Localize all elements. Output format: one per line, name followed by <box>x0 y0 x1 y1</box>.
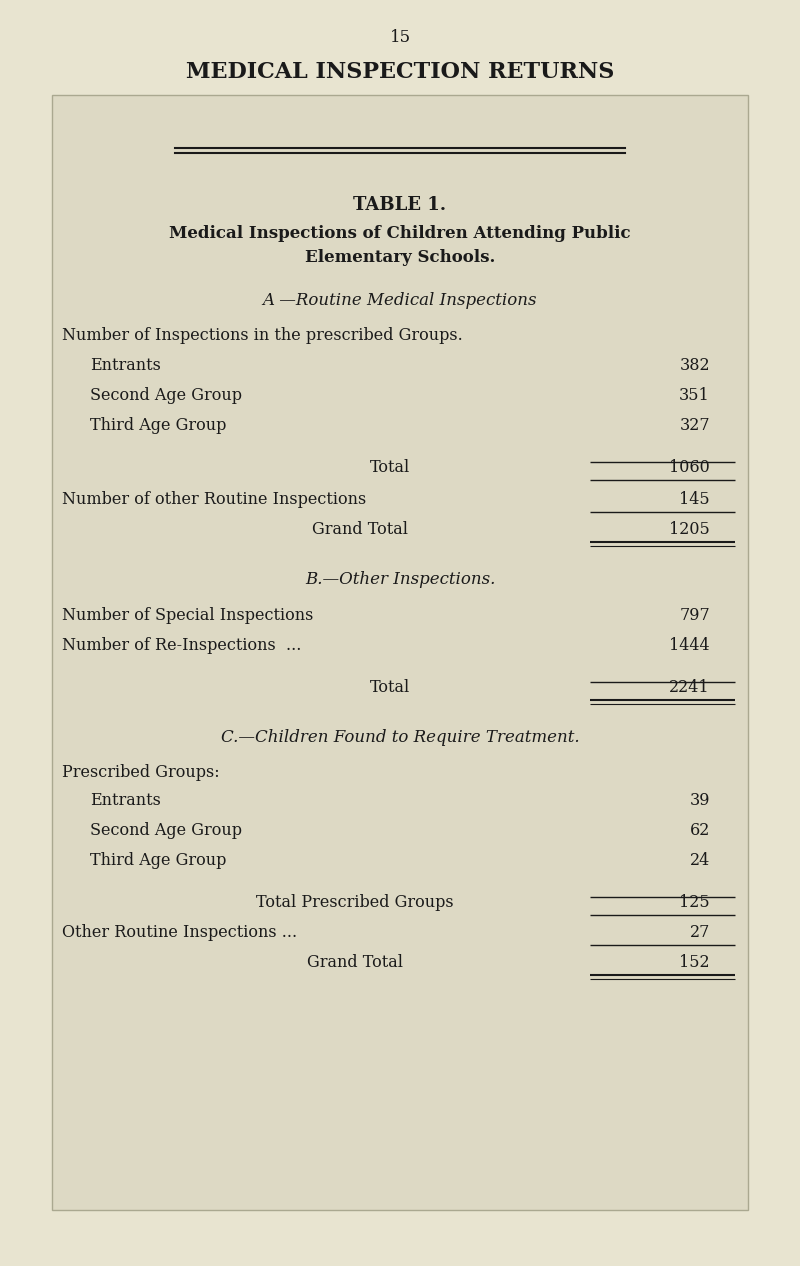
Text: Number of Inspections in the prescribed Groups.: Number of Inspections in the prescribed … <box>62 327 462 344</box>
Text: 1444: 1444 <box>670 637 710 655</box>
Text: 125: 125 <box>679 894 710 912</box>
Text: C.—Children Found to Require Treatment.: C.—Children Found to Require Treatment. <box>221 729 579 746</box>
Text: 39: 39 <box>690 793 710 809</box>
Text: Number of Re-Inspections  ...: Number of Re-Inspections ... <box>62 637 302 655</box>
Text: Third Age Group: Third Age Group <box>90 417 226 434</box>
Text: 382: 382 <box>679 357 710 373</box>
Text: 24: 24 <box>690 852 710 868</box>
Text: 1060: 1060 <box>670 460 710 476</box>
Text: Grand Total: Grand Total <box>312 522 408 538</box>
Text: Other Routine Inspections ...: Other Routine Inspections ... <box>62 924 297 941</box>
Text: Third Age Group: Third Age Group <box>90 852 226 868</box>
Text: Number of Special Inspections: Number of Special Inspections <box>62 606 314 624</box>
Bar <box>52 95 748 1210</box>
Text: Grand Total: Grand Total <box>307 955 403 971</box>
Text: A —Routine Medical Inspections: A —Routine Medical Inspections <box>262 292 538 309</box>
Text: 351: 351 <box>679 387 710 404</box>
Text: 1205: 1205 <box>670 522 710 538</box>
Text: 152: 152 <box>679 955 710 971</box>
Text: 2241: 2241 <box>670 679 710 696</box>
Text: Entrants: Entrants <box>90 357 161 373</box>
Text: 27: 27 <box>690 924 710 941</box>
Text: Total: Total <box>370 460 410 476</box>
Text: 797: 797 <box>679 606 710 624</box>
Text: Number of other Routine Inspections: Number of other Routine Inspections <box>62 491 366 508</box>
Text: Entrants: Entrants <box>90 793 161 809</box>
Text: 62: 62 <box>690 822 710 839</box>
Text: B.—Other Inspections.: B.—Other Inspections. <box>305 571 495 587</box>
Text: Second Age Group: Second Age Group <box>90 387 242 404</box>
Text: 15: 15 <box>390 29 410 46</box>
Text: Total Prescribed Groups: Total Prescribed Groups <box>256 894 454 912</box>
Text: Total: Total <box>370 679 410 696</box>
Text: Second Age Group: Second Age Group <box>90 822 242 839</box>
Text: TABLE 1.: TABLE 1. <box>354 196 446 214</box>
Text: Elementary Schools.: Elementary Schools. <box>305 249 495 266</box>
Text: 145: 145 <box>679 491 710 508</box>
Text: MEDICAL INSPECTION RETURNS: MEDICAL INSPECTION RETURNS <box>186 61 614 84</box>
Text: Medical Inspections of Children Attending Public: Medical Inspections of Children Attendin… <box>169 225 631 242</box>
Text: 327: 327 <box>679 417 710 434</box>
Text: Prescribed Groups:: Prescribed Groups: <box>62 763 220 781</box>
